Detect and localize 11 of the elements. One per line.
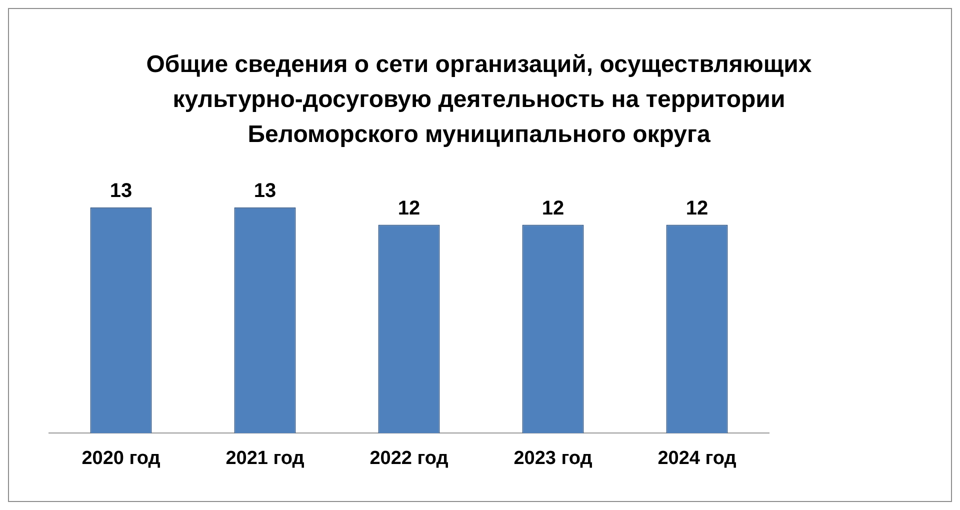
data-label: 13 [110, 180, 132, 202]
chart-title: Общие сведения о сети организаций, осуществляющих культурно-досуговую деятельность на территории Беломорского муниципального округа [145, 50, 813, 150]
data-label: 12 [542, 197, 564, 220]
x-tick-label: 2022 год [370, 448, 448, 469]
data-label: 13 [254, 180, 276, 202]
x-tick-label: 2020 год [82, 448, 160, 469]
data-label: 12 [398, 197, 420, 220]
x-tick-label: 2024 год [658, 448, 736, 469]
x-tick-label: 2023 год [514, 448, 592, 469]
data-label: 12 [686, 197, 708, 220]
x-tick-label: 2021 год [226, 448, 304, 469]
